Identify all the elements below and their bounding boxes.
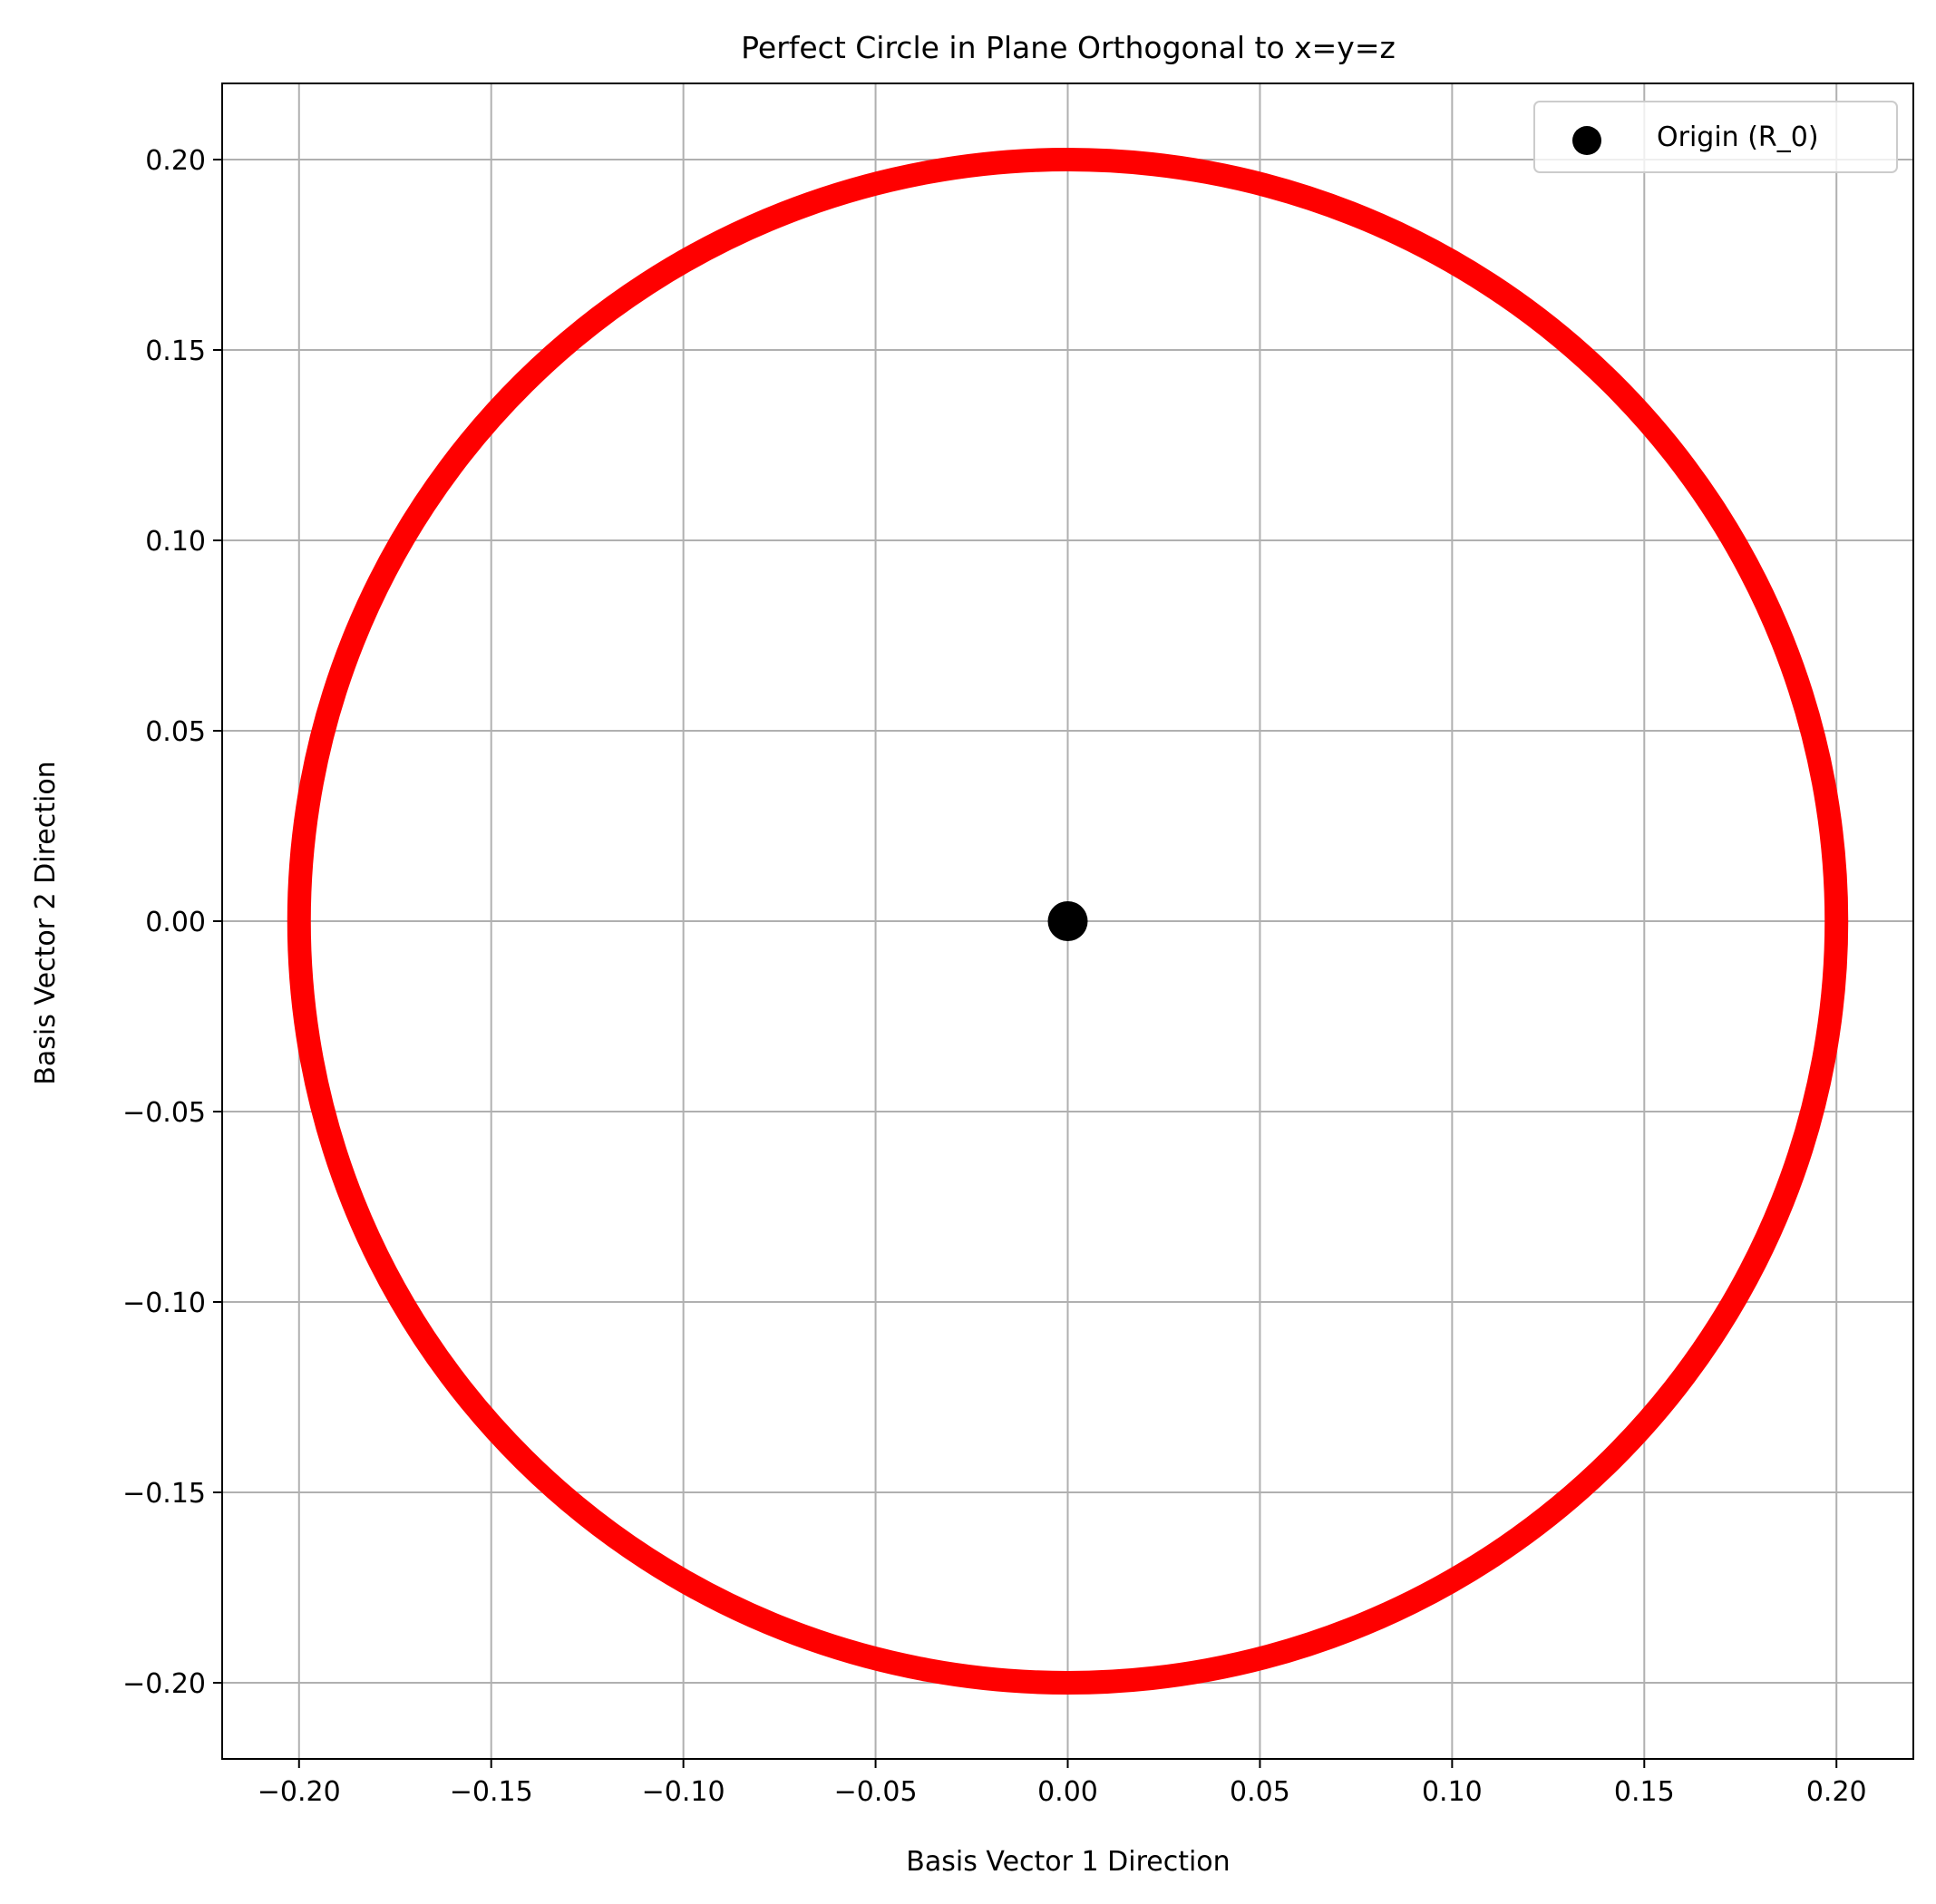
legend-box — [1533, 101, 1898, 173]
x-tick-label: −0.20 — [258, 1776, 341, 1808]
y-tick-label: 0.15 — [145, 335, 206, 367]
x-tick-label: 0.20 — [1806, 1776, 1867, 1808]
legend-marker-origin — [1572, 126, 1601, 155]
x-axis-ticks: −0.20 −0.15 −0.10 −0.05 0.00 0.05 0.10 0.15 0.20 — [258, 1759, 1867, 1808]
circle-curve — [287, 148, 1849, 1695]
plot-marks — [287, 148, 1849, 1695]
y-tick-label: 0.05 — [145, 716, 206, 748]
origin-point — [1047, 901, 1088, 941]
y-tick-label: −0.20 — [122, 1668, 206, 1700]
x-tick-label: −0.05 — [834, 1776, 918, 1808]
y-tick-label: −0.05 — [122, 1097, 206, 1129]
y-axis-ticks: −0.20 −0.15 −0.10 −0.05 0.00 0.05 0.10 0.15 0.20 — [122, 145, 222, 1700]
legend: Origin (R_0) — [1533, 101, 1898, 173]
y-tick-label: −0.15 — [122, 1478, 206, 1510]
chart-title: Perfect Circle in Plane Orthogonal to x=… — [741, 30, 1396, 65]
x-tick-label: −0.10 — [642, 1776, 725, 1808]
x-tick-label: 0.00 — [1037, 1776, 1098, 1808]
x-axis-label: Basis Vector 1 Direction — [906, 1846, 1230, 1878]
x-tick-label: 0.10 — [1422, 1776, 1483, 1808]
legend-label-origin: Origin (R_0) — [1657, 121, 1819, 153]
x-tick-label: 0.15 — [1614, 1776, 1675, 1808]
y-tick-label: 0.00 — [145, 907, 206, 938]
y-tick-label: 0.20 — [145, 145, 206, 177]
x-tick-label: −0.15 — [450, 1776, 533, 1808]
y-axis-label: Basis Vector 2 Direction — [30, 761, 62, 1084]
y-tick-label: −0.10 — [122, 1287, 206, 1319]
x-tick-label: 0.05 — [1230, 1776, 1290, 1808]
y-tick-label: 0.10 — [145, 526, 206, 558]
